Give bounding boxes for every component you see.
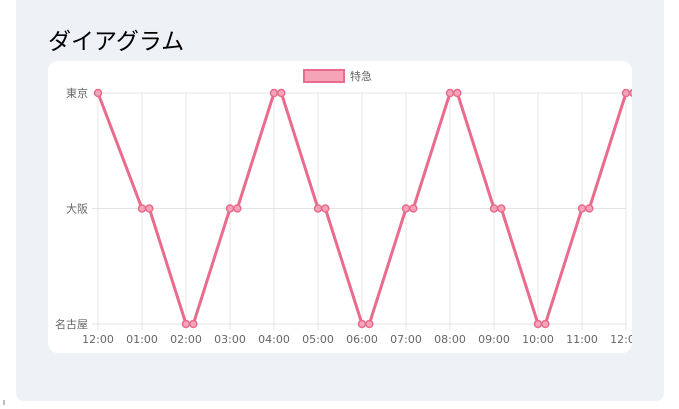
data-point[interactable]	[277, 88, 286, 98]
x-tick-label: 06:00	[346, 333, 378, 346]
x-tick-label: 09:00	[478, 333, 510, 346]
data-point[interactable]	[357, 319, 367, 329]
panel-title: ダイアグラム	[48, 29, 185, 55]
x-tick-label: 10:00	[522, 333, 554, 346]
data-point[interactable]	[585, 204, 594, 213]
data-point[interactable]	[365, 319, 374, 329]
data-point[interactable]	[541, 319, 550, 329]
data-point[interactable]	[629, 88, 632, 98]
y-tick-label: 大阪	[66, 202, 88, 216]
series-layer	[93, 88, 632, 329]
data-point[interactable]	[577, 204, 587, 213]
data-point[interactable]	[225, 204, 235, 213]
legend-swatch[interactable]	[303, 69, 345, 83]
x-axis-ticks: 12:00 01:00 02:00 03:00 04:00 05:00 06:00 07:00…	[82, 333, 632, 346]
grid-lines	[92, 92, 627, 330]
legend-label[interactable]: 特急	[350, 69, 372, 83]
x-tick-label: 12:00	[82, 333, 114, 346]
data-point[interactable]	[445, 88, 455, 98]
data-point[interactable]	[269, 88, 279, 98]
data-point[interactable]	[401, 204, 411, 213]
data-point[interactable]	[313, 204, 323, 213]
x-tick-label: 08:00	[434, 333, 466, 346]
y-tick-label: 東京	[66, 86, 88, 100]
x-tick-label: 01:00	[126, 333, 158, 346]
x-tick-label: 05:00	[302, 333, 334, 346]
chart-legend[interactable]: 特急	[303, 69, 372, 83]
data-point[interactable]	[321, 204, 330, 213]
scroll-edge-mark	[3, 400, 5, 405]
data-point[interactable]	[189, 319, 198, 329]
x-tick-label: 11:00	[566, 333, 598, 346]
data-point[interactable]	[621, 88, 631, 98]
data-point[interactable]	[137, 204, 147, 213]
data-point[interactable]	[145, 204, 154, 213]
x-tick-label: 03:00	[214, 333, 246, 346]
data-point[interactable]	[181, 319, 191, 329]
data-point[interactable]	[453, 88, 462, 98]
y-axis-ticks: 名古屋 大阪 東京	[55, 86, 88, 331]
data-point[interactable]	[233, 204, 242, 213]
x-tick-label: 02:00	[170, 333, 202, 346]
data-point[interactable]	[533, 319, 543, 329]
y-tick-label: 名古屋	[55, 317, 88, 331]
chart-card: 特急 名古屋 大阪 東京 12:00 01:00 02:00 03:00 04:00 05:0…	[48, 61, 632, 353]
timetable-chart: 特急 名古屋 大阪 東京 12:00 01:00 02:00 03:00 04:00 05:0…	[55, 69, 632, 346]
data-point[interactable]	[409, 204, 418, 213]
data-point[interactable]	[489, 204, 499, 213]
data-point[interactable]	[93, 88, 103, 98]
x-tick-label: 07:00	[390, 333, 422, 346]
x-tick-label: 12:00	[610, 333, 632, 346]
x-tick-label: 04:00	[258, 333, 290, 346]
data-point[interactable]	[497, 204, 506, 213]
